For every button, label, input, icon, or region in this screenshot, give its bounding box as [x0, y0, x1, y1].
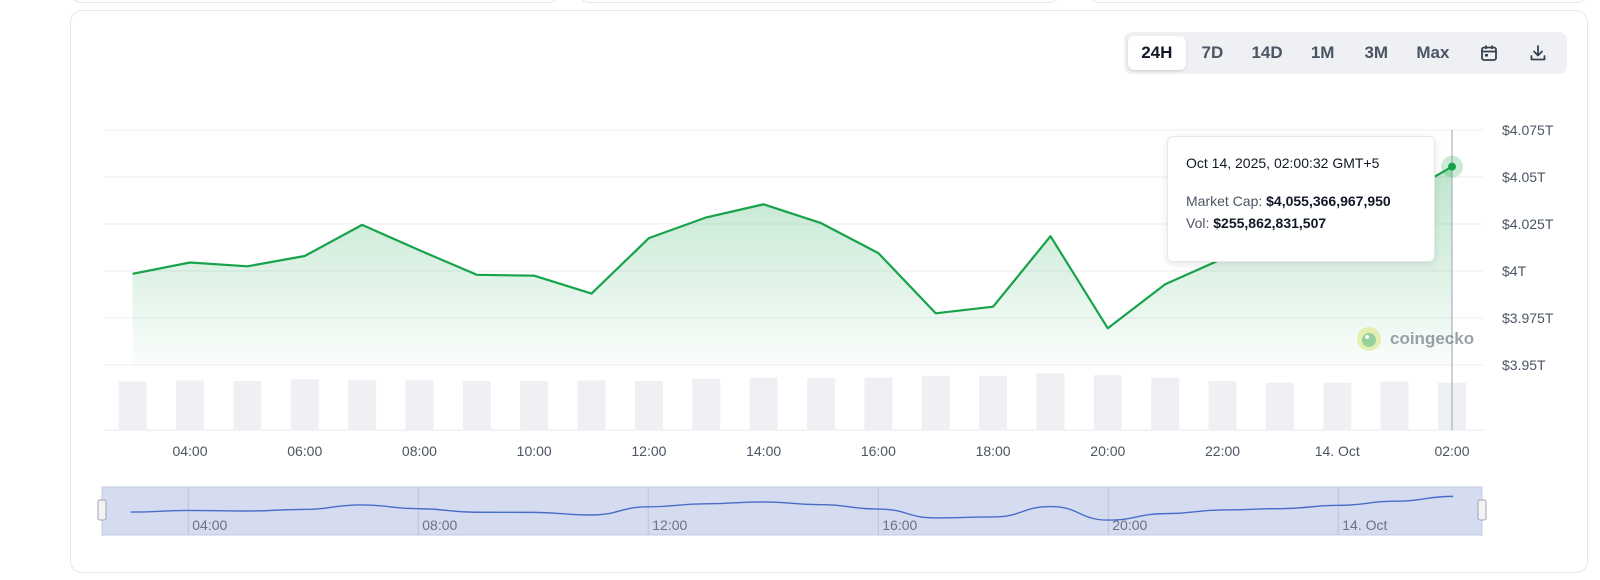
y-tick-label: $4.075T	[1502, 122, 1554, 138]
x-tick-label: 14. Oct	[1315, 443, 1360, 459]
volume-bar	[749, 377, 778, 430]
navigator-tick-label: 04:00	[192, 517, 227, 533]
navigator-tick-label: 20:00	[1112, 517, 1147, 533]
volume-bar	[290, 379, 319, 430]
volume-bar	[634, 381, 663, 430]
volume-bar	[864, 377, 893, 430]
gecko-logo-icon	[1357, 327, 1381, 351]
x-tick-label: 04:00	[172, 443, 207, 459]
hover-point	[1448, 162, 1456, 171]
y-tick-label: $4.025T	[1502, 216, 1554, 232]
tooltip-date: Oct 14, 2025, 02:00:32 GMT+5	[1186, 155, 1380, 171]
x-tick-label: 08:00	[402, 443, 437, 459]
volume-bar	[405, 379, 434, 430]
volume-bar	[118, 381, 147, 430]
calendar-icon	[1480, 45, 1497, 61]
navigator-tick-label: 08:00	[422, 517, 457, 533]
volume-bar	[1036, 373, 1065, 430]
navigator-tick-label: 12:00	[652, 517, 687, 533]
volume-bar	[1093, 375, 1122, 430]
volume-bar	[921, 375, 950, 430]
volume-bar	[233, 381, 262, 430]
calendar-button[interactable]	[1464, 36, 1514, 70]
volume-bar	[1151, 377, 1180, 430]
tooltip-vol-row: Vol: $255,862,831,507	[1186, 215, 1416, 231]
download-button[interactable]	[1513, 36, 1563, 70]
navigator-left-handle	[97, 499, 107, 521]
tooltip-vol-value: $255,862,831,507	[1213, 215, 1327, 231]
market-cap-area	[132, 166, 1453, 365]
volume-bar	[1208, 381, 1237, 430]
navigator-line	[130, 495, 1454, 521]
coingecko-watermark: coingecko	[1356, 326, 1474, 352]
tooltip-vol-label: Vol:	[1186, 215, 1210, 231]
y-tick-label: $4T	[1502, 263, 1527, 279]
volume-bar	[979, 375, 1008, 430]
range-3m-button[interactable]: 3M	[1364, 43, 1389, 62]
range-max-button[interactable]: Max	[1416, 43, 1450, 62]
tooltip-market-cap-row: Market Cap: $4,055,366,967,950	[1186, 193, 1416, 209]
x-tick-label: 22:00	[1205, 443, 1240, 459]
volume-bar	[1265, 382, 1294, 430]
tooltip-market-cap-value: $4,055,366,967,950	[1266, 193, 1391, 209]
download-icon	[1530, 45, 1546, 61]
x-tick-label: 14:00	[746, 443, 781, 459]
x-tick-label: 20:00	[1090, 443, 1125, 459]
volume-bar	[1380, 381, 1409, 430]
watermark-text: coingecko	[1390, 329, 1475, 348]
navigator-window	[101, 486, 1483, 536]
range-1m-button[interactable]: 1M	[1310, 43, 1335, 62]
x-tick-label: 02:00	[1434, 443, 1469, 459]
navigator-tick-label: 14. Oct	[1342, 517, 1387, 533]
x-tick-label: 06:00	[287, 443, 322, 459]
volume-bar	[176, 380, 204, 430]
x-tick-label: 10:00	[517, 443, 552, 459]
hover-tooltip: Oct 14, 2025, 02:00:32 GMT+5 Market Cap:…	[1167, 136, 1435, 262]
tooltip-market-cap-label: Market Cap:	[1186, 193, 1263, 209]
volume-bar	[807, 378, 835, 430]
y-tick-label: $4.05T	[1502, 169, 1546, 185]
x-tick-label: 12:00	[631, 443, 666, 459]
volume-bar	[577, 380, 606, 430]
range-7d-button[interactable]: 7D	[1201, 43, 1224, 62]
volume-bar	[462, 381, 491, 430]
range-24h-button[interactable]: 24H	[1128, 36, 1186, 70]
navigator-tick-label: 16:00	[882, 517, 917, 533]
volume-bar	[692, 378, 721, 430]
volume-bar	[348, 379, 377, 430]
x-tick-label: 16:00	[861, 443, 896, 459]
range-14d-button[interactable]: 14D	[1251, 43, 1283, 62]
x-tick-label: 18:00	[976, 443, 1011, 459]
time-range-selector: 24H 7D 14D 1M 3M Max	[1124, 32, 1567, 74]
volume-bar	[1323, 382, 1352, 430]
y-tick-label: $3.95T	[1502, 357, 1546, 373]
navigator-right-handle	[1477, 499, 1487, 521]
volume-bar	[520, 381, 549, 430]
y-tick-label: $3.975T	[1502, 310, 1554, 326]
